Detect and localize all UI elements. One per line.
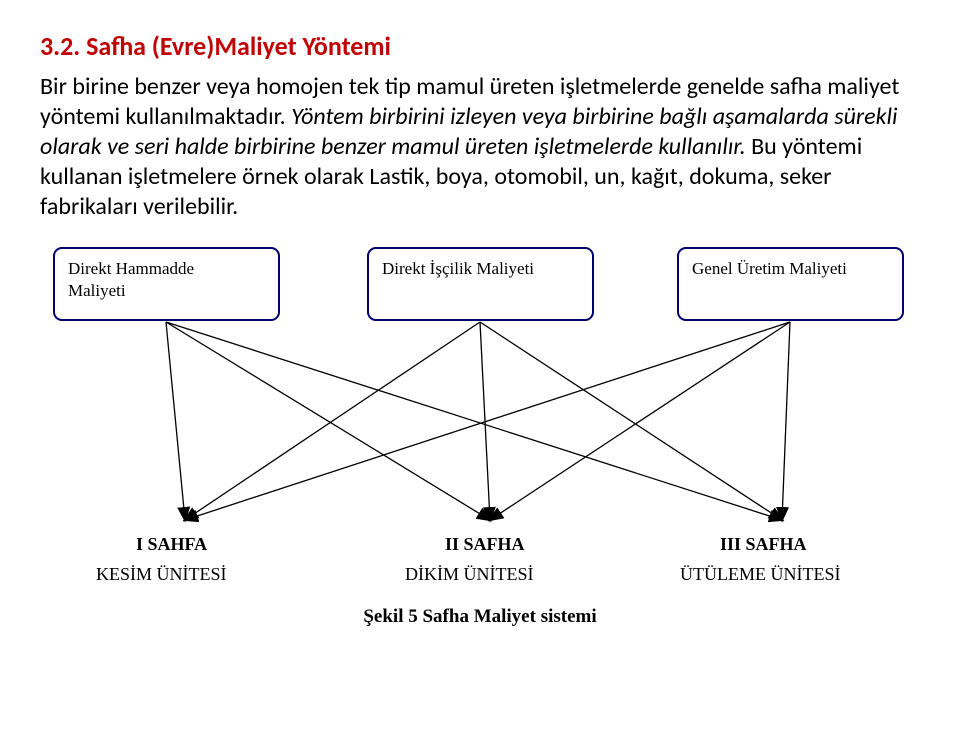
stage-title-2: III SAFHA	[720, 534, 807, 554]
diagram-container: Direkt Hammadde Maliyeti Direkt İşçilik Ma…	[40, 242, 920, 642]
cost-box-label2-0: Maliyeti	[68, 281, 126, 300]
flow-arrow-2-1	[490, 322, 790, 520]
body-paragraph: Bir birine benzer veya homojen tek tip m…	[40, 72, 920, 222]
cost-box-label-0: Direkt Hammadde	[68, 259, 194, 278]
cost-box-label-1: Direkt İşçilik Maliyeti	[382, 259, 534, 278]
unit-label-1: DİKİM ÜNİTESİ	[405, 564, 533, 584]
flow-arrow-0-0	[166, 322, 185, 520]
flow-arrow-0-2	[166, 322, 782, 520]
section-heading: 3.2. Safha (Evre)Maliyet Yöntemi	[40, 30, 920, 62]
flow-arrow-1-0	[185, 322, 480, 520]
stage-title-1: II SAFHA	[445, 534, 525, 554]
flow-arrow-0-1	[166, 322, 490, 520]
cost-system-diagram: Direkt Hammadde Maliyeti Direkt İşçilik Ma…	[40, 242, 920, 642]
flow-arrow-2-2	[782, 322, 790, 520]
flow-arrow-2-0	[185, 322, 790, 520]
flow-arrow-1-2	[480, 322, 782, 520]
stage-title-0: I SAHFA	[136, 534, 207, 554]
unit-label-0: KESİM ÜNİTESİ	[96, 564, 227, 584]
cost-box-label-2: Genel Üretim Maliyeti	[692, 259, 847, 278]
figure-caption: Şekil 5 Safha Maliyet sistemi	[363, 606, 596, 627]
unit-label-2: ÜTÜLEME ÜNİTESİ	[680, 564, 840, 584]
